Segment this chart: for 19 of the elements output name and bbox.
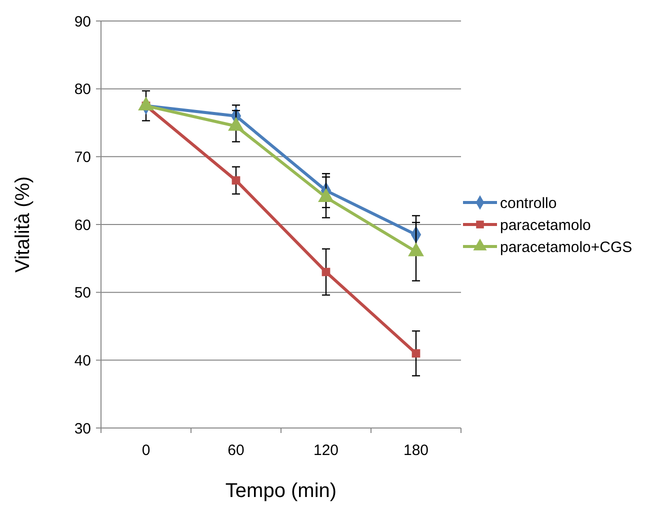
legend-label: controllo	[500, 194, 557, 212]
point	[322, 268, 330, 276]
legend-label: paracetamolo	[500, 216, 591, 234]
point	[232, 176, 240, 185]
y-tick-label: 90	[74, 13, 91, 30]
y-axis-title: Vitalità (%)	[12, 176, 34, 273]
y-tick-label: 30	[74, 420, 91, 438]
x-tick-label: 180	[403, 442, 429, 459]
x-tick-label: 120	[313, 442, 339, 459]
y-tick-label: 70	[74, 148, 91, 166]
y-tick-label: 50	[74, 284, 91, 302]
x-axis-title: Tempo (min)	[225, 480, 337, 502]
point	[412, 349, 420, 358]
x-tick-label: 60	[228, 442, 244, 459]
x-tick-label: 0	[142, 442, 150, 459]
y-tick-label: 40	[74, 352, 91, 370]
legend-label: paracetamolo+CGS	[500, 238, 632, 256]
y-tick-label: 80	[74, 81, 91, 98]
y-tick-label: 60	[74, 216, 91, 234]
